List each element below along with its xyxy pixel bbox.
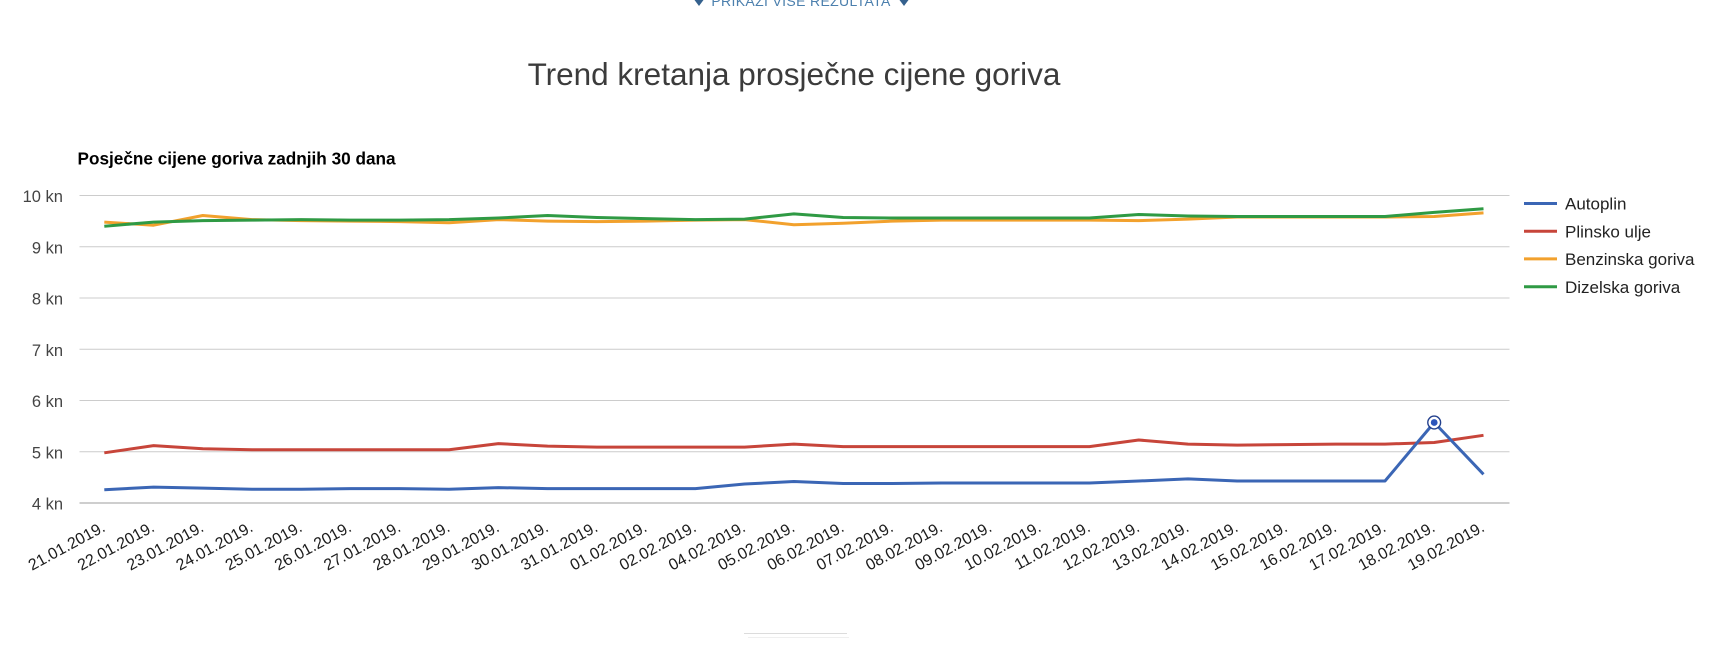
- svg-text:10 kn: 10 kn: [23, 188, 63, 206]
- svg-text:9 kn: 9 kn: [32, 239, 63, 257]
- svg-text:Autoplin: Autoplin: [1565, 195, 1626, 214]
- svg-text:Benzinska goriva: Benzinska goriva: [1565, 250, 1695, 269]
- svg-text:4 kn: 4 kn: [32, 496, 63, 514]
- svg-text:Plinsko ulje: Plinsko ulje: [1565, 222, 1651, 241]
- svg-text:5 kn: 5 kn: [32, 444, 63, 462]
- svg-text:8 kn: 8 kn: [32, 291, 63, 309]
- svg-text:Posječne cijene goriva zadnjih: Posječne cijene goriva zadnjih 30 dana: [78, 149, 397, 169]
- svg-text:7 kn: 7 kn: [32, 342, 63, 360]
- svg-text:6 kn: 6 kn: [32, 393, 63, 411]
- svg-text:Dizelska goriva: Dizelska goriva: [1565, 278, 1681, 297]
